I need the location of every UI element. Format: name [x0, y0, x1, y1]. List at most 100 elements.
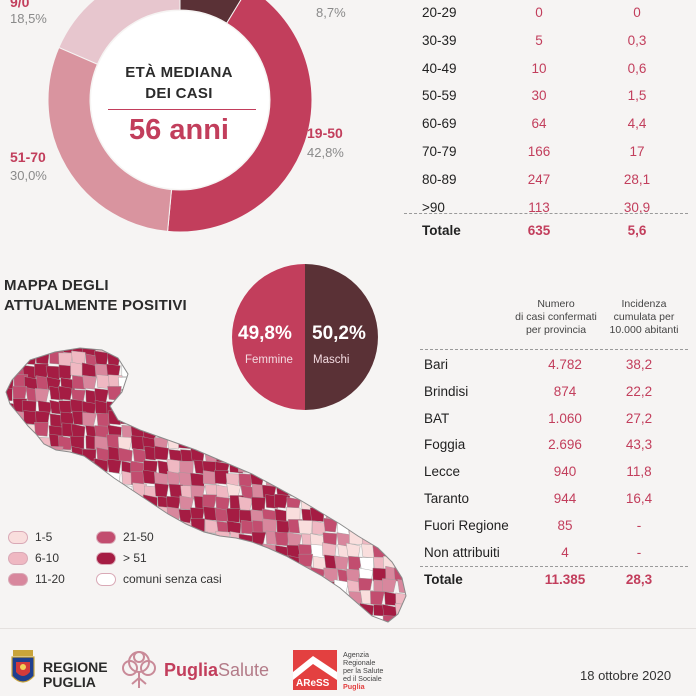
prov-head-rate-l2: cumulata per: [613, 311, 675, 323]
legend-label: 1-5: [35, 530, 53, 544]
map-municipality: [313, 590, 328, 606]
map-municipality: [61, 459, 76, 474]
age-table-row: 70-79 166 17: [404, 140, 688, 167]
map-municipality: [322, 542, 337, 557]
map-municipality: [6, 494, 13, 509]
map-municipality: [274, 569, 290, 584]
map-municipality: [408, 363, 410, 377]
map-municipality: [142, 351, 157, 366]
map-municipality: [202, 433, 217, 449]
map-municipality: [322, 424, 338, 440]
map-municipality: [169, 387, 185, 403]
map-municipality: [83, 495, 99, 511]
map-municipality: [229, 602, 244, 617]
map-municipality: [311, 437, 326, 452]
footer-divider: [0, 628, 696, 629]
map-municipality: [264, 461, 279, 476]
map-municipality: [360, 482, 376, 498]
map-municipality: [156, 592, 171, 607]
map-municipality: [97, 506, 112, 521]
map-municipality: [249, 410, 265, 425]
age-table-total-row: Totale 635 5,6: [404, 219, 688, 246]
map-municipality: [347, 496, 363, 511]
map-municipality: [202, 494, 218, 509]
map-municipality: [216, 348, 231, 356]
map-municipality: [166, 458, 181, 474]
map-municipality: [214, 470, 229, 485]
map-municipality: [106, 604, 121, 620]
map-municipality: [213, 374, 229, 390]
map-municipality: [335, 472, 350, 488]
map-municipality: [35, 496, 51, 512]
map-municipality: [225, 581, 241, 596]
map-municipality: [240, 424, 256, 439]
map-municipality: [238, 603, 253, 619]
map-municipality: [311, 412, 327, 428]
map-municipality: [273, 471, 289, 487]
map-municipality: [118, 447, 133, 462]
regione-line1: REGIONE: [43, 659, 108, 675]
map-municipality: [238, 410, 254, 425]
map-municipality: [203, 629, 217, 630]
prov-table-row: Bari 4.782 38,2: [420, 353, 688, 379]
map-municipality: [275, 581, 290, 596]
map-municipality: [372, 459, 387, 475]
donut-label-51-70: 51-70: [10, 149, 46, 165]
map-municipality: [250, 461, 265, 477]
map-municipality: [310, 421, 325, 437]
map-municipality: [358, 449, 374, 464]
map-municipality: [383, 386, 399, 401]
map-municipality: [214, 544, 229, 560]
map-municipality: [36, 348, 51, 355]
map-municipality: [6, 352, 14, 368]
map-municipality: [382, 496, 397, 512]
map-municipality: [226, 483, 241, 498]
map-municipality: [335, 495, 350, 510]
map-municipality: [166, 541, 181, 557]
map-municipality: [84, 592, 100, 608]
aress-desc-l4: ed il Sociale: [343, 674, 382, 683]
map-municipality: [215, 591, 231, 607]
map-municipality: [11, 424, 27, 440]
map-municipality: [10, 348, 25, 356]
map-municipality: [109, 507, 124, 523]
map-municipality: [121, 362, 137, 378]
map-municipality: [58, 483, 73, 498]
map-municipality: [382, 447, 397, 462]
map-municipality: [371, 530, 386, 546]
map-municipality: [384, 531, 399, 546]
map-municipality: [71, 554, 87, 569]
map-municipality: [118, 592, 134, 608]
map-municipality: [96, 601, 112, 617]
map-municipality: [298, 412, 313, 428]
map-municipality: [262, 518, 277, 533]
map-municipality: [22, 508, 37, 523]
age-cell-cases: 166: [527, 144, 551, 159]
map-municipality: [239, 449, 255, 465]
age-table-row: 30-39 5 0,3: [404, 29, 688, 56]
map-municipality: [58, 543, 73, 559]
prov-head-rate: Incidenza cumulata per 10.000 abitanti: [596, 298, 692, 337]
map-municipality: [156, 351, 171, 366]
map-municipality: [396, 348, 406, 353]
prov-cell-name: Taranto: [424, 491, 470, 506]
map-municipality: [83, 602, 98, 618]
age-table-row: 80-89 247 28,1: [404, 168, 688, 195]
map-municipality: [385, 470, 401, 485]
map-municipality: [310, 567, 326, 582]
prov-cell-cases: 944: [553, 491, 577, 506]
map-municipality: [360, 411, 376, 426]
median-divider: [108, 109, 256, 110]
map-municipality: [299, 459, 314, 475]
prov-cell-rate: 27,2: [625, 410, 653, 426]
age-cell-age: 80-89: [422, 171, 457, 187]
map-municipality: [347, 472, 362, 487]
map-municipality: [251, 604, 266, 620]
age-cell-rate: 0: [633, 5, 641, 20]
map-municipality: [226, 557, 241, 573]
map-municipality: [215, 411, 230, 427]
map-municipality: [202, 470, 218, 485]
prov-cell-rate: 43,3: [625, 437, 653, 453]
map-municipality: [214, 422, 229, 437]
map-municipality: [168, 353, 184, 368]
